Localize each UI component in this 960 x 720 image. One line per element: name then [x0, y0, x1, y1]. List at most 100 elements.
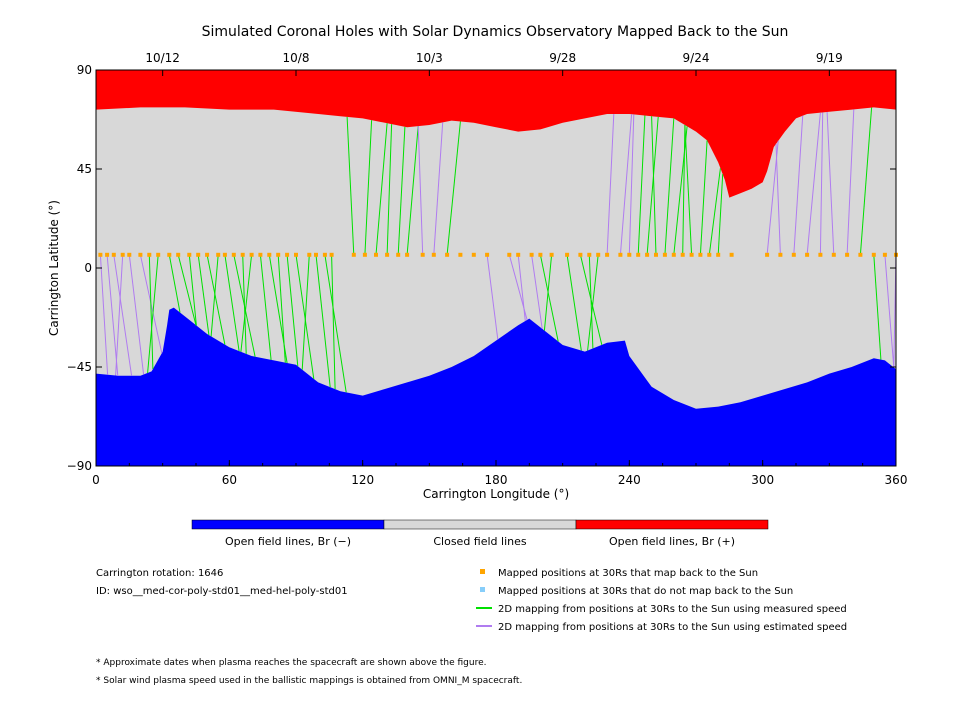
mapped-point — [249, 252, 254, 257]
mapped-point — [805, 252, 810, 257]
mapping-line — [331, 254, 336, 390]
mapped-point — [596, 252, 601, 257]
mapped-point — [445, 252, 450, 257]
mapping-line — [206, 254, 226, 345]
mapped-marker-icon — [480, 569, 485, 574]
mapped-point — [707, 252, 712, 257]
mapping-line — [397, 126, 406, 255]
mapped-point — [689, 252, 694, 257]
mapped-point — [578, 252, 583, 257]
colorbar-negative — [191, 519, 385, 530]
mapping-line — [566, 254, 582, 351]
mapping-line — [433, 122, 444, 255]
mapping-line — [406, 126, 419, 255]
mapped-point — [147, 252, 152, 257]
legend-measured: 2D mapping from positions at 30Rs to the… — [498, 604, 847, 615]
mapped-point — [351, 252, 356, 257]
mapping-line — [315, 254, 331, 388]
carrington-rotation: Carrington rotation: 1646 — [96, 568, 223, 579]
mapping-line — [188, 254, 197, 326]
legend-unmapped: Mapped positions at 30Rs that do not map… — [498, 586, 793, 597]
colorbar-label-positive: Open field lines, Br (+) — [609, 535, 735, 548]
x-tick-label: 120 — [351, 473, 374, 487]
colorbar: Open field lines, Br (−) Closed field li… — [191, 519, 769, 548]
mapped-points — [98, 252, 898, 257]
mapping-line — [531, 254, 543, 329]
mapped-point — [105, 252, 110, 257]
date-tick-label: 10/3 — [416, 51, 443, 65]
mapping-line — [259, 254, 272, 360]
x-tick-label: 60 — [222, 473, 237, 487]
mapped-point — [431, 252, 436, 257]
mapping-line — [324, 254, 347, 393]
mapped-point — [729, 252, 734, 257]
mapping-line — [346, 116, 355, 255]
mapping-line — [128, 254, 145, 375]
mapping-line — [301, 254, 310, 370]
mapped-point — [396, 252, 401, 257]
footnote-speed: * Solar wind plasma speed used in the ba… — [96, 676, 522, 686]
mapped-point — [314, 252, 318, 257]
mapped-point — [627, 252, 632, 257]
mapping-line — [386, 124, 393, 255]
mapped-point — [176, 252, 181, 257]
x-axis-ticks: 0 60 120 180 240 300 360 — [92, 460, 907, 487]
mapping-line — [177, 254, 197, 326]
mapped-point — [385, 252, 390, 257]
mapped-point — [485, 252, 490, 257]
mapping-line — [446, 121, 461, 255]
mapping-line — [197, 254, 210, 336]
mapping-line — [699, 140, 708, 255]
mapped-point — [240, 252, 245, 257]
mapped-point — [882, 252, 887, 257]
mapped-point — [156, 252, 161, 257]
mapping-line — [295, 254, 315, 379]
mapping-line — [682, 124, 686, 255]
unmapped-marker-icon — [480, 587, 485, 592]
date-tick-label: 10/8 — [283, 51, 310, 65]
mapping-line — [793, 115, 804, 255]
mapped-point — [205, 252, 210, 257]
mapping-line — [619, 114, 633, 255]
mapping-line — [364, 120, 373, 255]
mapping-line — [106, 254, 119, 376]
date-tick-label: 9/19 — [816, 51, 843, 65]
mapped-point — [516, 252, 521, 257]
mapped-point — [405, 252, 410, 257]
mapped-point — [374, 252, 378, 257]
mapped-point — [507, 252, 512, 257]
mapped-point — [605, 252, 610, 257]
model-id: ID: wso__med-cor-poly-std01__med-hel-pol… — [96, 586, 348, 597]
mapping-line — [826, 111, 835, 255]
mapping-line — [708, 168, 721, 255]
mapped-point — [127, 252, 132, 257]
symbol-legend: Mapped positions at 30Rs that map back t… — [476, 568, 847, 633]
mapped-point — [98, 252, 103, 257]
chart-title: Simulated Coronal Holes with Solar Dynam… — [202, 24, 789, 40]
mapped-point — [258, 252, 263, 257]
x-tick-label: 180 — [485, 473, 508, 487]
colorbar-closed — [383, 519, 577, 530]
mapping-line — [115, 254, 124, 376]
mapping-line — [628, 114, 635, 255]
plot-area — [95, 69, 898, 467]
mapping-line — [277, 254, 286, 363]
y-tick-label: −45 — [67, 360, 92, 374]
mapped-point — [276, 252, 281, 257]
mapping-line — [819, 112, 824, 255]
mapped-point — [636, 252, 641, 257]
mapped-point — [549, 252, 554, 257]
mapping-line — [873, 254, 882, 360]
mapping-line — [417, 126, 424, 255]
mapping-line — [286, 254, 299, 367]
mapped-point — [791, 252, 796, 257]
mapping-line — [806, 112, 821, 255]
y-axis-label: Carrington Latitude (°) — [47, 200, 61, 336]
mapped-point — [565, 252, 570, 257]
x-tick-label: 360 — [885, 473, 908, 487]
mapped-point — [858, 252, 863, 257]
mapped-point — [458, 252, 463, 257]
mapping-lines — [99, 107, 897, 393]
mapped-point — [187, 252, 192, 257]
x-axis-label: Carrington Longitude (°) — [423, 487, 569, 501]
